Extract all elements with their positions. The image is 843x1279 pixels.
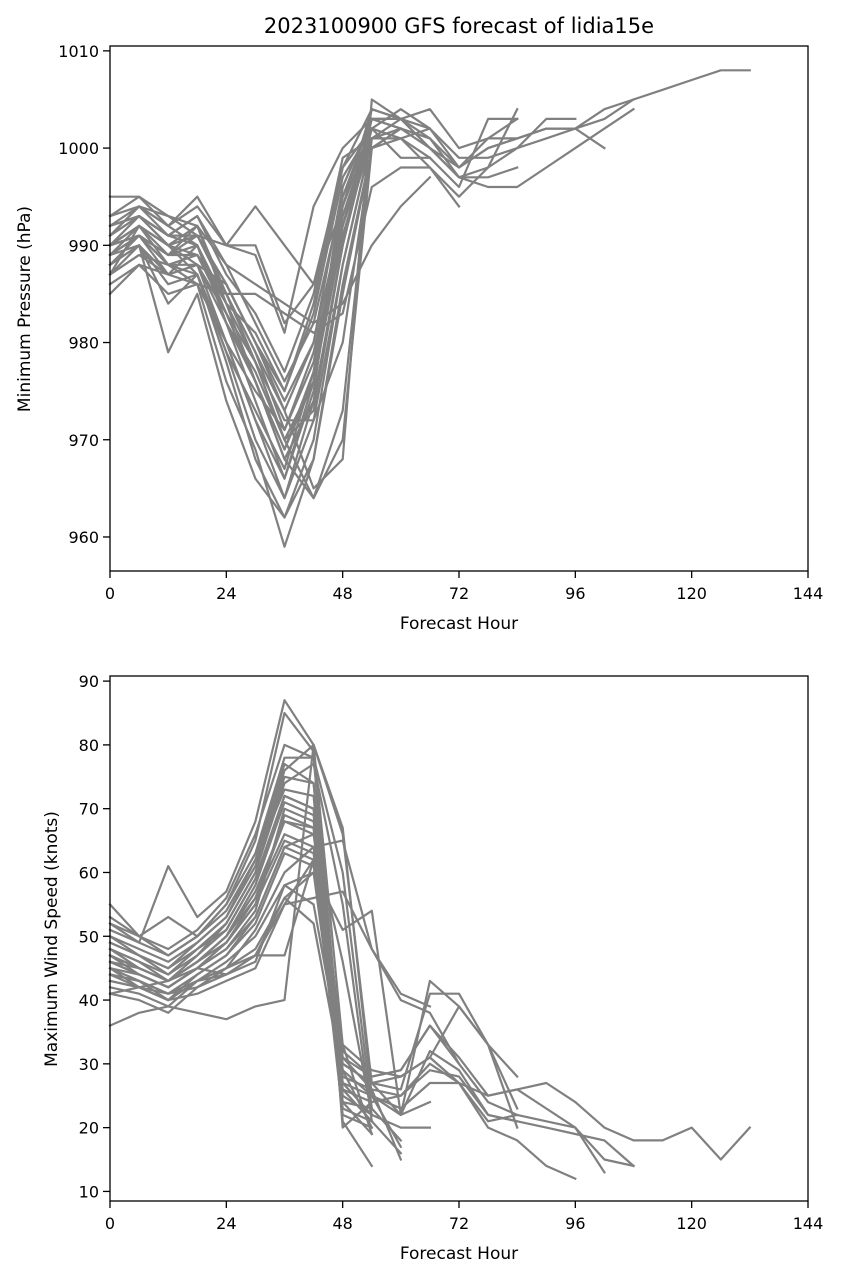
wind-y-tick-label-20: 20 — [79, 1119, 99, 1138]
pressure-series-line-29 — [108, 127, 374, 432]
wind-series-group — [108, 699, 752, 1181]
pressure-x-tick-label-144: 144 — [793, 584, 824, 603]
wind-x-tick-label-96: 96 — [565, 1214, 585, 1233]
pressure-y-tick-label-1010: 1010 — [58, 42, 99, 61]
wind-x-tick-label-144: 144 — [793, 1214, 824, 1233]
pressure-y-tick-label-980: 980 — [68, 334, 99, 353]
chart-title: 2023100900 GFS forecast of lidia15e — [264, 14, 654, 38]
pressure-y-tick-label-990: 990 — [68, 236, 99, 255]
wind-series-line-15 — [108, 756, 403, 1142]
wind-series-line-2 — [108, 871, 606, 1174]
pressure-series-line-10 — [108, 127, 431, 286]
wind-y-tick-label-70: 70 — [79, 800, 99, 819]
pressure-series-line-9 — [108, 107, 519, 519]
pressure-x-tick-label-96: 96 — [565, 584, 585, 603]
pressure-x-tick-label-120: 120 — [676, 584, 707, 603]
pressure-series-line-28 — [108, 137, 374, 451]
pressure-x-ticks: 0 24 48 72 96 120 144 — [105, 571, 823, 603]
wind-y-tick-label-30: 30 — [79, 1055, 99, 1074]
wind-series-line-10 — [108, 871, 432, 1117]
wind-series-line-19 — [108, 743, 374, 1091]
wind-x-tick-label-24: 24 — [216, 1214, 236, 1233]
pressure-series-line-25 — [108, 117, 374, 334]
pressure-series-line-22 — [108, 136, 374, 373]
wind-x-tick-label-72: 72 — [449, 1214, 469, 1233]
pressure-series-line-21 — [108, 127, 374, 393]
wind-y-tick-label-60: 60 — [79, 863, 99, 882]
wind-x-ticks: 0 24 48 72 96 120 144 — [105, 1201, 823, 1233]
pressure-x-tick-label-48: 48 — [332, 584, 352, 603]
wind-y-tick-label-80: 80 — [79, 736, 99, 755]
pressure-y-tick-label-970: 970 — [68, 431, 99, 450]
pressure-chart: 2023100900 GFS forecast of lidia15e 0 24 4… — [15, 14, 823, 634]
pressure-series-group — [108, 69, 751, 548]
wind-series-line-26 — [108, 762, 374, 1117]
wind-series-line-14 — [108, 743, 403, 1149]
wind-y-tick-label-50: 50 — [79, 927, 99, 946]
pressure-y-tick-label-960: 960 — [68, 528, 99, 547]
pressure-y-ticks: 960 970 980 990 1000 1010 — [58, 42, 110, 547]
pressure-x-tick-label-24: 24 — [216, 584, 236, 603]
wind-x-tick-label-0: 0 — [105, 1214, 115, 1233]
wind-y-tick-label-90: 90 — [79, 672, 99, 691]
wind-y-ticks: 10 20 30 40 50 60 70 80 90 — [79, 672, 110, 1201]
wind-series-line-28 — [108, 794, 374, 1110]
pressure-y-axis-label: Minimum Pressure (hPa) — [15, 206, 35, 412]
wind-y-tick-label-40: 40 — [79, 991, 99, 1010]
wind-x-axis-label: Forecast Hour — [400, 1244, 518, 1264]
pressure-x-tick-label-72: 72 — [449, 584, 469, 603]
wind-chart: 0 24 48 72 96 120 144 10 20 30 40 50 60 70 80 90 Forec… — [42, 672, 823, 1264]
pressure-plot-frame — [109, 45, 809, 572]
wind-y-tick-label-10: 10 — [79, 1182, 99, 1201]
wind-x-tick-label-48: 48 — [332, 1214, 352, 1233]
pressure-series-line-27 — [108, 127, 374, 393]
pressure-x-axis-label: Forecast Hour — [400, 614, 518, 634]
wind-plot-frame — [109, 675, 809, 1202]
pressure-x-tick-label-0: 0 — [105, 584, 115, 603]
pressure-y-tick-label-1000: 1000 — [58, 139, 99, 158]
wind-series-line-29 — [108, 839, 374, 1130]
wind-y-axis-label: Maximum Wind Speed (knots) — [42, 811, 62, 1067]
wind-x-tick-label-120: 120 — [676, 1214, 707, 1233]
